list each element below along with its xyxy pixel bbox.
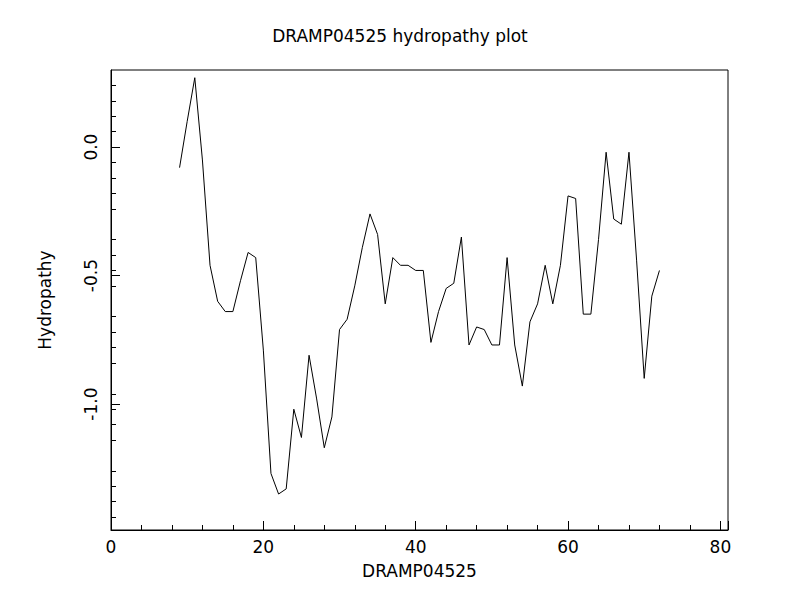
svg-text:DRAMP04525 hydropathy plot: DRAMP04525 hydropathy plot: [272, 26, 528, 46]
svg-text:0.0: 0.0: [81, 134, 101, 161]
svg-text:0: 0: [106, 537, 117, 557]
svg-text:60: 60: [557, 537, 579, 557]
svg-text:-0.5: -0.5: [81, 259, 101, 292]
svg-text:40: 40: [405, 537, 427, 557]
svg-text:20: 20: [253, 537, 275, 557]
svg-text:80: 80: [710, 537, 732, 557]
svg-text:Hydropathy: Hydropathy: [35, 250, 55, 349]
svg-text:-1.0: -1.0: [81, 387, 101, 420]
svg-text:DRAMP04525: DRAMP04525: [362, 561, 477, 581]
